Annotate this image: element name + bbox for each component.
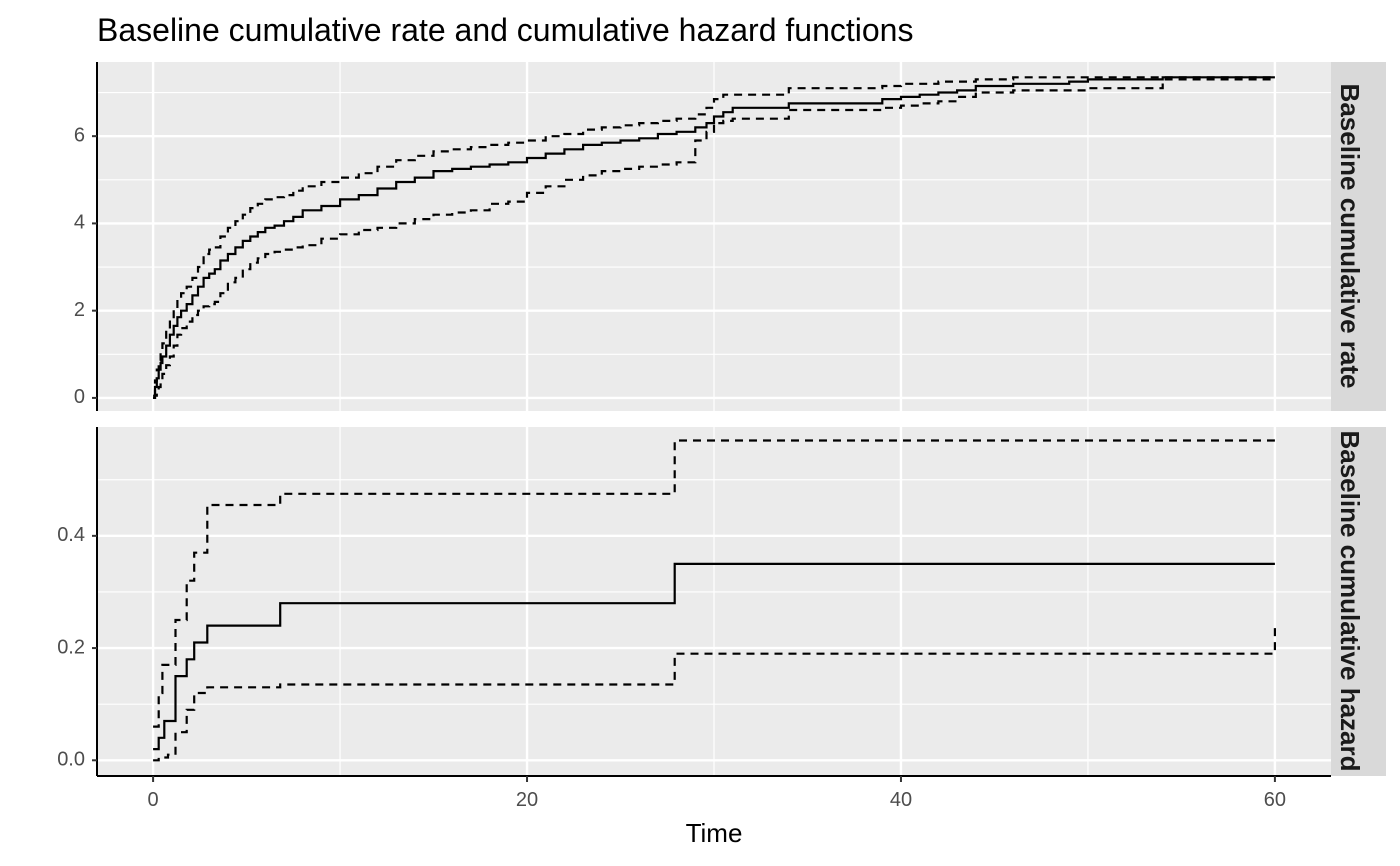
panel-top-series [153, 76, 1275, 399]
panel-bottom-y-tick-label: 0.4 [57, 524, 85, 546]
x-tick-label: 40 [890, 789, 912, 811]
panel-bottom-series-bound-line [153, 439, 1275, 728]
panel-top-y-tick-label: 6 [74, 124, 85, 146]
panel-bottom: 0.0 0.2 0.4 Baseline cumulative hazard [57, 427, 1386, 777]
x-axis-ticks: 0 20 40 60 [148, 776, 1286, 811]
panel-bottom-series-bound-line [153, 625, 1276, 762]
panel-top-series-estimate-line [153, 76, 1275, 399]
chart-title: Baseline cumulative rate and cumulative … [97, 12, 913, 48]
panel-bottom-series [153, 439, 1276, 762]
panel-top-major-grid [97, 62, 1331, 411]
panel-bottom-strip-label: Baseline cumulative hazard [1335, 430, 1365, 771]
strip-clip-right [1386, 0, 1400, 866]
panel-top-strip [1331, 62, 1386, 411]
panel-top-strip-label: Baseline cumulative rate [1335, 84, 1365, 389]
x-axis-title: Time [686, 818, 743, 848]
panel-bottom-y-ticks: 0.0 0.2 0.4 [57, 524, 97, 771]
panel-top: 0 2 4 6 Baseline cumulative rate [74, 62, 1386, 411]
panel-bottom-y-tick-label: 0.2 [57, 636, 85, 658]
x-tick-label: 0 [148, 789, 159, 811]
panel-bottom-major-grid [97, 427, 1331, 776]
panel-top-y-tick-label: 0 [74, 386, 85, 408]
panel-top-y-tick-label: 4 [74, 212, 85, 234]
panel-bottom-minor-grid [97, 427, 1331, 776]
panel-top-minor-grid [97, 62, 1331, 411]
panel-bottom-strip [1331, 427, 1386, 776]
panel-bottom-y-tick-label: 0.0 [57, 749, 85, 771]
x-tick-label: 20 [516, 789, 538, 811]
panel-top-y-ticks: 0 2 4 6 [74, 124, 97, 408]
panel-bottom-series-estimate-line [153, 562, 1275, 751]
x-tick-label: 60 [1264, 789, 1286, 811]
panel-top-y-tick-label: 2 [74, 299, 85, 321]
